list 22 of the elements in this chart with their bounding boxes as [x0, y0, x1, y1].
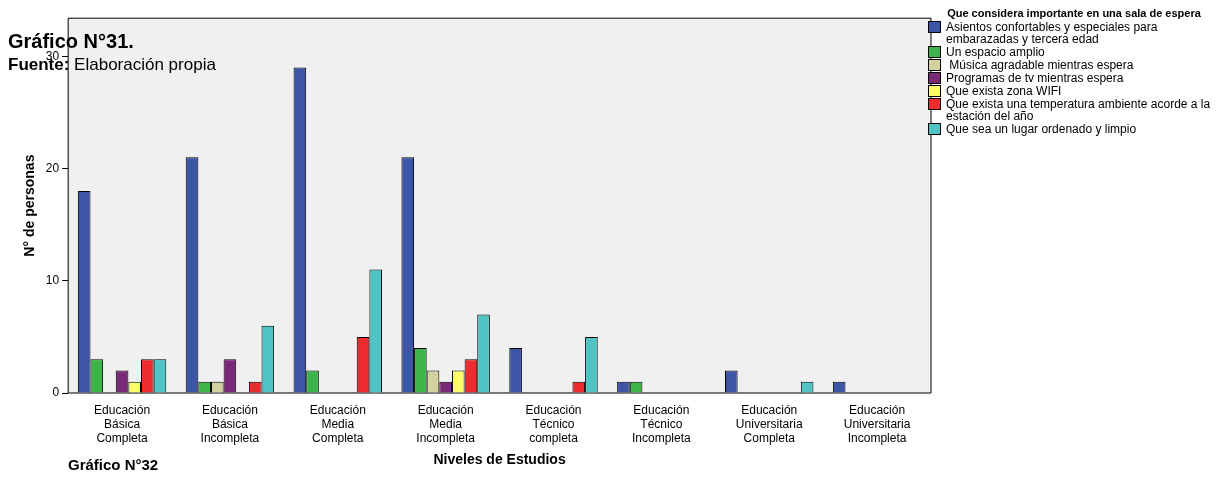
x-tick-label: Educación Básica Incompleta	[200, 402, 260, 446]
legend-label: Programas de tv mientras espera	[946, 71, 1124, 85]
y-tick-label: 0	[52, 385, 60, 400]
legend-label: Un espacio amplio	[946, 45, 1045, 59]
x-tick-label: Educación Básica Completa	[94, 402, 151, 446]
legend-label: Que sea un lugar ordenado y limpio	[946, 122, 1137, 136]
legend-label: Que exista zona WIFI	[946, 84, 1062, 98]
legend-title: Que considera importante en una sala de espera	[946, 7, 1202, 19]
x-tick-label: Educación Técnico Incompleta	[632, 402, 692, 446]
y-axis-title: N° de personas	[21, 154, 38, 257]
x-tick-label: Educación Universitaria Completa	[735, 402, 803, 446]
y-tick-label: 10	[45, 273, 60, 288]
legend-label: Música agradable mientras espera	[948, 58, 1134, 72]
x-axis-title: Niveles de Estudios	[433, 451, 566, 468]
x-tick-label: Educación Técnico completa	[525, 402, 582, 446]
y-tick-label: 20	[45, 160, 60, 175]
text: Gráfico N°32	[68, 456, 159, 473]
legend-label: Asientos confortables y especiales para embarazadas y tercera edad	[946, 20, 1159, 46]
x-tick-label: Educación Media Incompleta	[416, 402, 476, 446]
x-tick-label: Educación Universitaria Incompleta	[843, 402, 911, 446]
legend-label: Que exista una temperatura ambiente acorde a la estación del año	[946, 97, 1212, 123]
x-tick-label: Educación Media Completa	[309, 402, 366, 446]
